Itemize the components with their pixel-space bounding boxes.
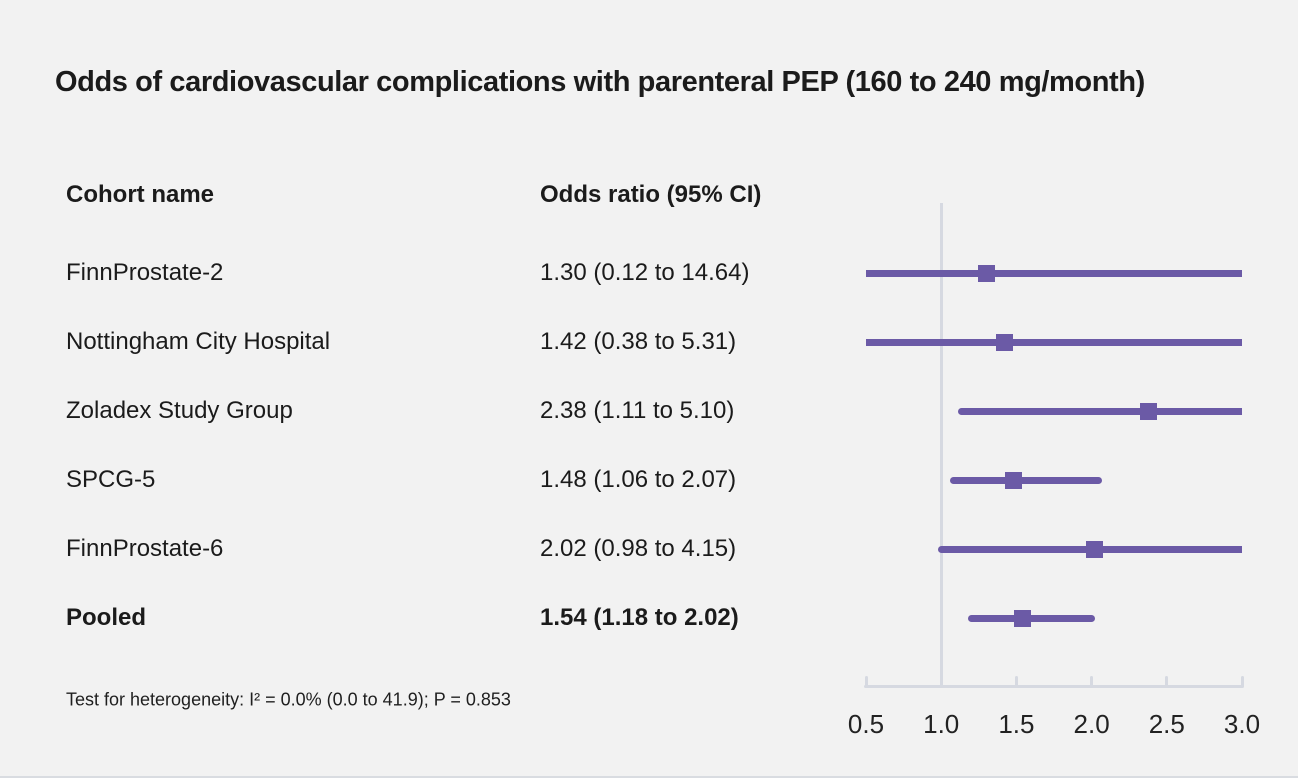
x-axis-tick [864, 676, 868, 687]
row-odds-ratio-label: 2.38 (1.11 to 5.10) [540, 397, 735, 424]
column-header-cohort-name: Cohort name [66, 181, 215, 208]
figure-title: Odds of cardiovascular complications wit… [55, 66, 1145, 98]
confidence-interval-line [957, 407, 1242, 415]
reference-line-1.0 [939, 203, 943, 688]
confidence-interval-line [866, 269, 1242, 277]
x-axis-tick-label: 2.5 [1148, 709, 1185, 739]
point-estimate-marker [977, 264, 995, 282]
row-cohort-name: FinnProstate-2 [66, 259, 224, 286]
confidence-interval-line [968, 614, 1095, 622]
row-cohort-name: Nottingham City Hospital [66, 328, 331, 355]
point-estimate-marker [1086, 540, 1104, 558]
x-axis-tick [1165, 676, 1169, 687]
x-axis-tick-label: 2.0 [1073, 709, 1110, 739]
confidence-interval-line [866, 338, 1242, 346]
x-axis-tick-label: 1.0 [923, 709, 960, 739]
x-axis-tick [1090, 676, 1094, 687]
confidence-interval-line [950, 476, 1103, 484]
x-axis-tick-label: 3.0 [1223, 709, 1261, 739]
point-estimate-marker [1140, 402, 1158, 420]
row-odds-ratio-label: 1.42 (0.38 to 5.31) [540, 328, 737, 355]
row-cohort-name: Zoladex Study Group [66, 397, 293, 424]
row-odds-ratio-label: 2.02 (0.98 to 4.15) [540, 535, 737, 562]
x-axis-tick [1014, 676, 1018, 687]
row-odds-ratio-label: 1.30 (0.12 to 14.64) [540, 259, 750, 286]
row-cohort-name: SPCG-5 [66, 466, 156, 493]
x-axis-tick-label: 0.5 [847, 709, 885, 739]
x-axis-tick [1240, 676, 1244, 687]
x-axis-tick-label: 1.5 [998, 709, 1035, 739]
point-estimate-marker [995, 333, 1013, 351]
row-odds-ratio-label: 1.48 (1.06 to 2.07) [540, 466, 737, 493]
point-estimate-marker [1004, 471, 1022, 489]
column-header-odds-ratio: Odds ratio (95% CI) [540, 181, 762, 208]
row-cohort-name: Pooled [66, 604, 147, 631]
x-axis-line [864, 685, 1244, 688]
row-cohort-name: FinnProstate-6 [66, 535, 224, 562]
heterogeneity-note: Test for heterogeneity: I² = 0.0% (0.0 t… [66, 689, 511, 710]
row-odds-ratio-label: 1.54 (1.18 to 2.02) [540, 604, 739, 631]
point-estimate-marker [1013, 609, 1031, 627]
